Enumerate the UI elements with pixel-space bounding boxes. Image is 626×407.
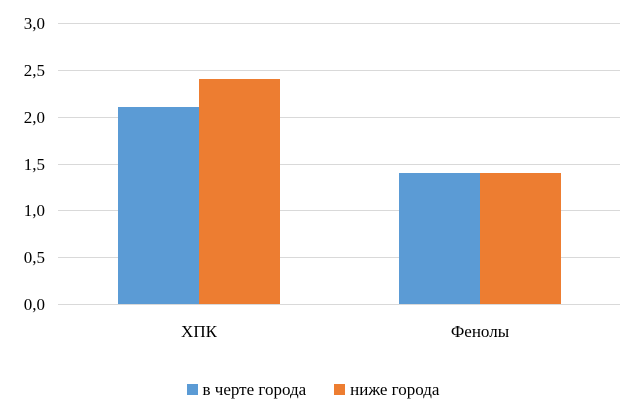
legend-marker-icon-2: [334, 383, 346, 395]
y-axis-tick-label-4: 2,0: [23, 108, 45, 127]
legend-label-1: в черте города: [202, 379, 307, 399]
bar-series-2-category-1: [199, 79, 280, 304]
y-axis-tick-label-3: 1,5: [23, 155, 45, 174]
bar-series-1-category-1: [118, 107, 199, 304]
bar-series-2-category-2: [480, 173, 561, 304]
gridline-6: [58, 23, 620, 24]
y-axis-tick-label-6: 3,0: [23, 14, 45, 33]
y-axis-tick-label-2: 1,0: [23, 201, 45, 220]
gridline-0: [58, 304, 620, 305]
gridline-3: [58, 164, 620, 165]
legend-entry-1: в черте города: [186, 379, 307, 399]
gridline-4: [58, 117, 620, 118]
y-axis-tick-label-0: 0,0: [23, 295, 45, 314]
legend: в черте города ниже города: [0, 378, 626, 400]
legend-label-2: ниже города: [350, 379, 440, 399]
x-axis-category-label-2: Фенолы: [450, 322, 510, 341]
y-axis-tick-label-1: 0,5: [23, 248, 45, 267]
gridline-1: [58, 257, 620, 258]
bar-series-1-category-2: [399, 173, 480, 304]
legend-marker-icon-1: [186, 383, 198, 395]
y-axis-tick-label-5: 2,5: [23, 61, 45, 80]
gridline-2: [58, 210, 620, 211]
gridline-5: [58, 70, 620, 71]
legend-entry-2: ниже города: [334, 381, 439, 398]
x-axis-category-label-1: ХПК: [181, 322, 217, 341]
